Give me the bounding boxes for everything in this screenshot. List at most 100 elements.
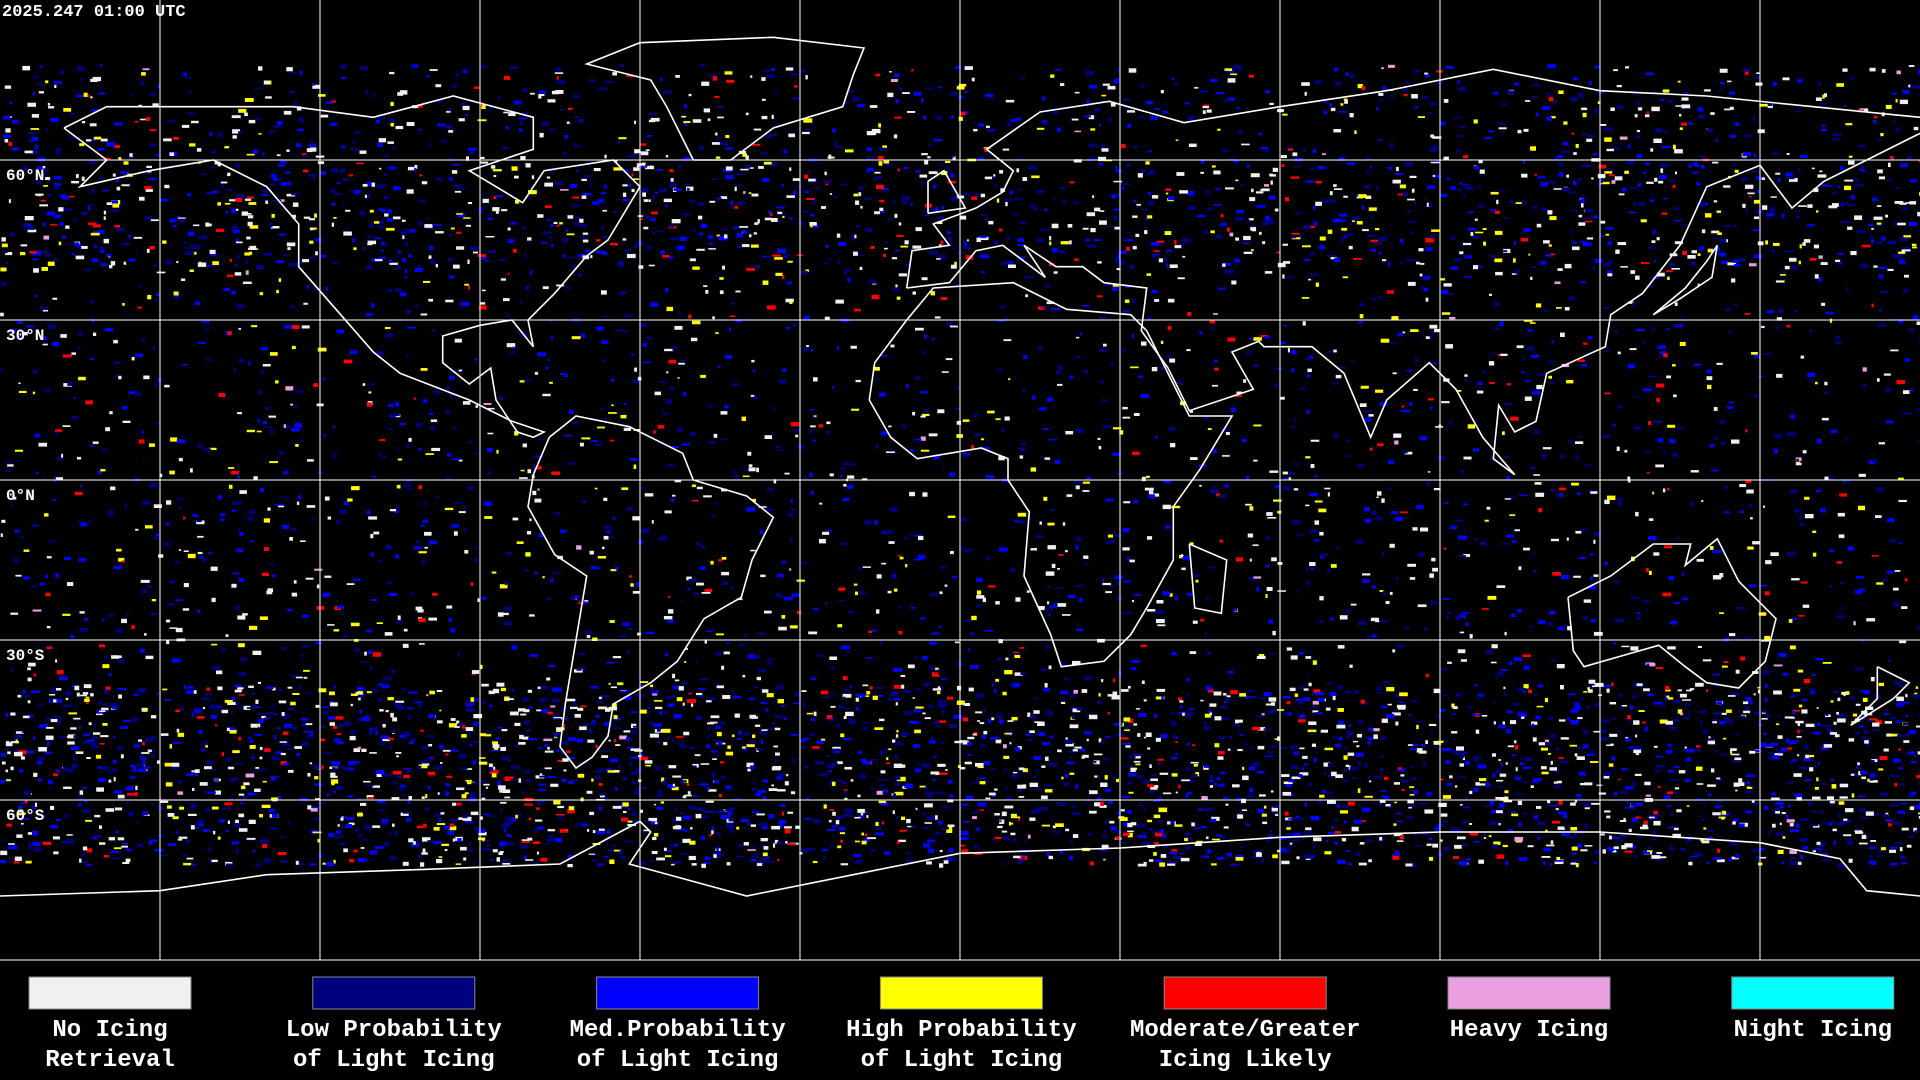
icing-speckle — [55, 477, 63, 481]
icing-speckle — [1279, 341, 1286, 345]
icing-speckle — [1512, 703, 1520, 706]
icing-speckle — [1379, 799, 1386, 803]
icing-speckle — [435, 765, 443, 770]
icing-speckle — [355, 828, 359, 832]
icing-speckle — [731, 586, 734, 590]
icing-speckle — [598, 706, 607, 710]
icing-speckle — [1118, 842, 1126, 844]
icing-speckle — [720, 438, 728, 441]
icing-speckle — [808, 409, 814, 411]
icing-speckle — [1327, 763, 1333, 767]
icing-speckle — [1663, 451, 1668, 453]
icing-speckle — [631, 173, 634, 177]
icing-speckle — [1347, 801, 1355, 806]
icing-speckle — [1473, 756, 1482, 760]
icing-speckle — [1013, 520, 1021, 523]
icing-speckle — [372, 825, 381, 828]
icing-speckle — [160, 800, 169, 803]
icing-speckle — [1133, 413, 1140, 416]
icing-speckle — [1319, 596, 1324, 601]
icing-speckle — [1274, 485, 1280, 489]
icing-speckle — [810, 677, 817, 680]
icing-speckle — [1356, 221, 1363, 225]
icing-speckle — [1781, 861, 1785, 864]
icing-speckle — [1057, 749, 1062, 753]
icing-speckle — [61, 453, 64, 458]
icing-speckle — [1897, 734, 1904, 738]
icing-speckle — [1257, 771, 1265, 774]
icing-speckle — [478, 761, 488, 765]
icing-speckle — [1324, 487, 1331, 490]
icing-speckle — [1461, 751, 1468, 755]
icing-speckle — [726, 862, 731, 866]
icing-speckle — [810, 214, 815, 217]
icing-speckle — [1110, 585, 1115, 587]
icing-speckle — [1295, 533, 1303, 536]
icing-speckle — [770, 218, 778, 222]
icing-speckle — [1069, 757, 1073, 759]
icing-speckle — [577, 773, 585, 778]
icing-speckle — [3, 778, 10, 780]
icing-speckle — [14, 856, 22, 861]
icing-speckle — [208, 704, 218, 709]
icing-speckle — [1632, 745, 1642, 749]
icing-speckle — [1812, 824, 1820, 828]
icing-speckle — [848, 719, 856, 724]
icing-speckle — [1843, 694, 1846, 697]
icing-speckle — [207, 847, 211, 852]
icing-speckle — [506, 312, 509, 317]
icing-speckle — [1039, 456, 1044, 459]
icing-speckle — [1792, 709, 1800, 712]
icing-speckle — [1326, 569, 1331, 573]
icing-speckle — [1003, 339, 1012, 342]
icing-speckle — [1855, 828, 1861, 831]
icing-speckle — [1048, 762, 1058, 767]
icing-speckle — [811, 439, 816, 442]
icing-speckle — [1913, 755, 1917, 757]
icing-speckle — [1425, 674, 1429, 678]
icing-speckle — [96, 713, 103, 716]
icing-speckle — [735, 290, 741, 293]
icing-speckle — [1186, 593, 1195, 596]
icing-speckle — [1623, 817, 1626, 821]
icing-speckle — [1209, 566, 1216, 569]
icing-speckle — [443, 790, 449, 792]
icing-speckle — [622, 802, 629, 807]
icing-speckle — [252, 850, 256, 853]
icing-speckle — [895, 815, 899, 819]
icing-speckle — [1155, 619, 1165, 624]
icing-speckle — [931, 672, 939, 677]
icing-speckle — [840, 839, 844, 843]
icing-speckle — [1518, 822, 1522, 827]
icing-speckle — [1373, 775, 1383, 779]
icing-speckle — [641, 528, 650, 533]
icing-speckle — [103, 766, 110, 771]
icing-speckle — [1440, 839, 1443, 842]
icing-speckle — [736, 598, 743, 601]
icing-speckle — [395, 752, 402, 754]
icing-speckle — [431, 447, 441, 451]
icing-speckle — [1786, 551, 1796, 556]
icing-speckle — [1052, 825, 1056, 829]
icing-speckle — [689, 840, 696, 845]
icing-speckle — [837, 845, 842, 849]
icing-speckle — [964, 703, 970, 706]
icing-speckle — [1630, 596, 1639, 600]
icing-speckle — [1449, 316, 1456, 320]
icing-speckle — [1441, 820, 1449, 823]
icing-speckle — [470, 582, 474, 587]
icing-speckle — [117, 746, 125, 750]
icing-speckle — [1411, 188, 1415, 193]
icing-speckle — [654, 391, 661, 396]
icing-speckle — [1035, 806, 1042, 811]
icing-speckle — [1778, 751, 1782, 754]
icing-speckle — [842, 693, 848, 698]
icing-speckle — [425, 794, 428, 799]
icing-speckle — [369, 666, 373, 671]
icing-speckle — [116, 227, 125, 232]
icing-speckle — [454, 726, 460, 728]
icing-speckle — [1697, 283, 1700, 287]
icing-speckle — [1058, 250, 1065, 254]
icing-speckle — [380, 735, 389, 740]
icing-speckle — [609, 759, 618, 763]
